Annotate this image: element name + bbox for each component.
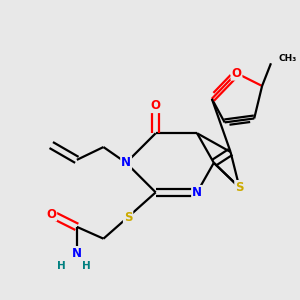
Text: S: S — [124, 211, 132, 224]
Text: N: N — [121, 156, 131, 169]
Text: O: O — [232, 67, 242, 80]
Text: S: S — [235, 181, 244, 194]
Text: N: N — [72, 247, 82, 260]
Text: N: N — [192, 186, 202, 199]
Text: O: O — [151, 99, 161, 112]
Text: CH₃: CH₃ — [279, 54, 297, 63]
Text: O: O — [46, 208, 56, 220]
Text: H: H — [82, 261, 91, 271]
Text: H: H — [57, 261, 65, 271]
